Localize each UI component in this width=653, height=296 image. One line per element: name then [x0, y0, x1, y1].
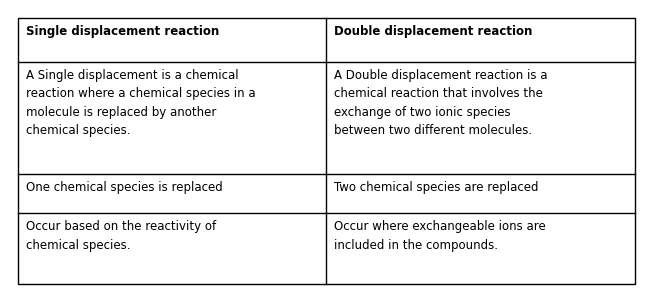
Bar: [18, 18, 635, 284]
Text: One chemical species is replaced: One chemical species is replaced: [26, 181, 223, 194]
Text: Occur based on the reactivity of
chemical species.: Occur based on the reactivity of chemica…: [26, 220, 216, 252]
Text: Single displacement reaction: Single displacement reaction: [26, 25, 219, 38]
Text: A Single displacement is a chemical
reaction where a chemical species in a
molec: A Single displacement is a chemical reac…: [26, 69, 255, 137]
Text: A Double displacement reaction is a
chemical reaction that involves the
exchange: A Double displacement reaction is a chem…: [334, 69, 548, 137]
Text: Two chemical species are replaced: Two chemical species are replaced: [334, 181, 539, 194]
Text: Double displacement reaction: Double displacement reaction: [334, 25, 533, 38]
Text: Occur where exchangeable ions are
included in the compounds.: Occur where exchangeable ions are includ…: [334, 220, 547, 252]
